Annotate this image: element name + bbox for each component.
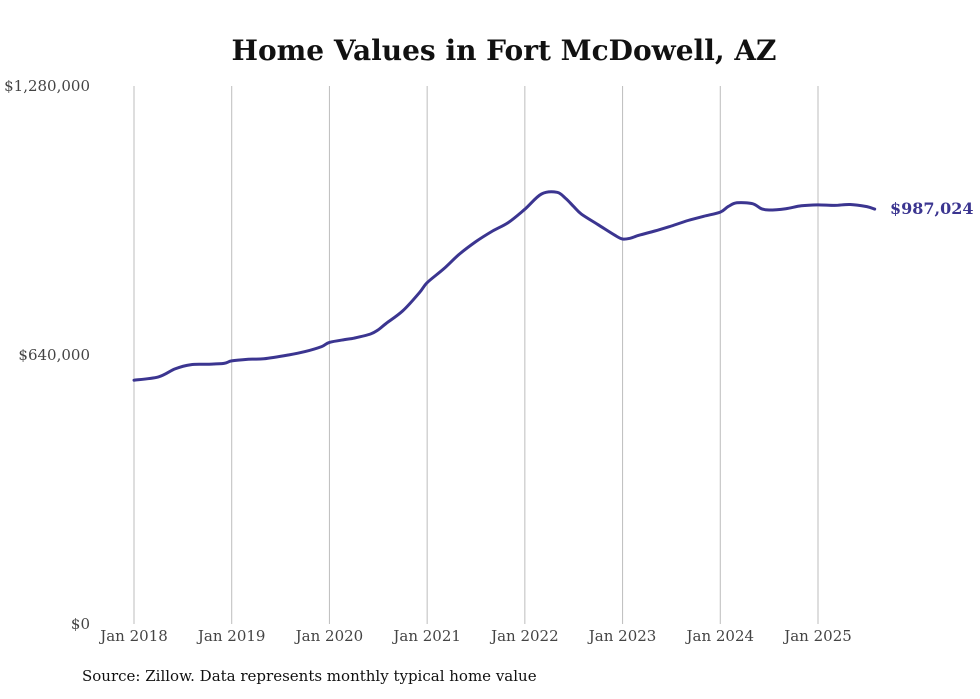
x-tick-label: Jan 2019 (196, 627, 266, 645)
x-tick-label: Jan 2020 (294, 627, 364, 645)
y-tick-label: $1,280,000 (4, 77, 90, 95)
vertical-gridlines (133, 86, 819, 624)
x-axis-ticks: Jan 2018 Jan 2019 Jan 2020 Jan 2021 Jan 2022… (98, 627, 852, 645)
x-tick-label: Jan 2018 (98, 627, 168, 645)
y-tick-label: $0 (71, 615, 90, 633)
y-axis-ticks: $0 $640,000 $1,280,000 (4, 77, 90, 633)
x-tick-label: Jan 2025 (782, 627, 852, 645)
latest-value-label: $987,024 (890, 199, 974, 218)
x-tick-label: Jan 2021 (391, 627, 461, 645)
home-value-line (132, 190, 877, 382)
source-note: Source: Zillow. Data represents monthly … (82, 667, 537, 685)
x-tick-label: Jan 2024 (685, 627, 755, 645)
y-tick-label: $640,000 (18, 346, 90, 364)
x-tick-label: Jan 2022 (489, 627, 559, 645)
x-tick-label: Jan 2023 (587, 627, 657, 645)
chart-title: Home Values in Fort McDowell, AZ (232, 34, 777, 67)
